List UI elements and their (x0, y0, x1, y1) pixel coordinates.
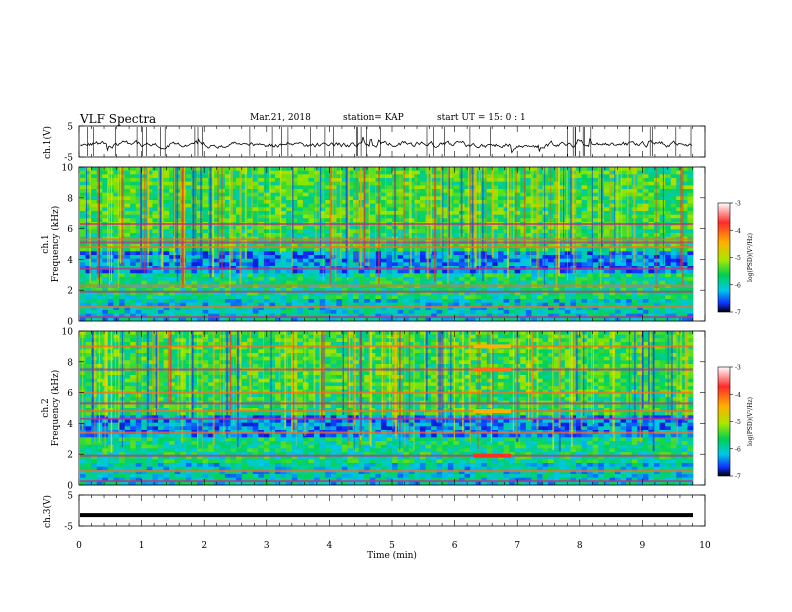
x-tick-label: 8 (577, 541, 583, 551)
band-line (80, 306, 693, 309)
y-tick-label: 6 (67, 225, 73, 235)
band-line (80, 431, 693, 434)
x-tick-label: 7 (514, 541, 520, 551)
chart-title: VLF Spectra (80, 112, 157, 126)
colorbar-tick-label: -3 (735, 201, 741, 208)
colorbar-ch1-spectrogram (717, 202, 731, 313)
x-tick-label: 3 (264, 541, 270, 551)
ch1-waveform-line (80, 136, 693, 154)
y-axis-label-frequency: Frequency (kHz) (50, 206, 61, 283)
colorbar-tick-label: -7 (735, 474, 741, 481)
band-line (80, 238, 693, 241)
y-tick-label: 0 (67, 482, 73, 492)
band-line (80, 368, 693, 371)
event-band (473, 344, 511, 349)
colorbar-label: log(PSD)(V²/Hz) (747, 233, 754, 282)
x-tick-label: 0 (76, 541, 82, 551)
y-tick-label: 4 (67, 256, 73, 266)
y-tick-label: -5 (64, 154, 73, 164)
x-tick-label: 4 (327, 541, 333, 551)
y-tick-label: 2 (67, 451, 73, 461)
spectrogram-ch2 (80, 331, 694, 486)
y-axis-label: ch.1(V) (42, 126, 53, 159)
band-line (80, 246, 693, 249)
x-tick-label: 5 (389, 541, 395, 551)
band-line (80, 480, 693, 483)
band-line (80, 290, 693, 293)
y-tick-label: 4 (67, 420, 73, 430)
colorbar-tick-label: -5 (735, 419, 741, 426)
colorbar-tick-label: -6 (735, 282, 741, 289)
band-line (80, 410, 693, 413)
y-tick-label: -5 (64, 523, 73, 533)
date-label: Mar.21, 2018 (250, 113, 311, 123)
colorbar-tick-label: -7 (735, 310, 741, 317)
spectrogram-ch1 (80, 167, 694, 322)
band-line (80, 223, 693, 225)
band-line (80, 345, 693, 348)
y-axis-label-channel: ch.1 (41, 234, 51, 253)
colorbar-ch2-spectrogram (717, 366, 731, 477)
y-tick-label: 10 (62, 164, 74, 174)
band-line (80, 417, 693, 420)
start-time-label: start UT = 15: 0 : 1 (437, 113, 526, 123)
y-tick-label: 10 (62, 328, 74, 338)
band-line (80, 284, 693, 287)
band-line (80, 316, 693, 319)
x-tick-label: 9 (640, 541, 646, 551)
y-tick-label: 0 (67, 318, 73, 328)
event-band (473, 409, 511, 414)
x-tick-label: 2 (201, 541, 207, 551)
y-axis-label: ch.3(V) (42, 495, 53, 528)
x-tick-label: 1 (139, 541, 145, 551)
y-tick-label: 5 (67, 123, 73, 133)
y-tick-label: 2 (67, 287, 73, 297)
band-line (80, 454, 693, 457)
colorbar-label: log(PSD)(V²/Hz) (747, 397, 754, 446)
y-axis-label-frequency: Frequency (kHz) (50, 370, 61, 447)
y-axis-label-channel: ch.2 (41, 398, 51, 417)
x-tick-label: 10 (699, 541, 711, 551)
x-axis-label: Time (min) (367, 550, 417, 561)
y-tick-label: 5 (67, 492, 73, 502)
event-band (473, 453, 511, 458)
y-tick-label: 8 (67, 358, 73, 368)
station-label: station= KAP (343, 113, 404, 123)
y-tick-label: 8 (67, 194, 73, 204)
colorbar-tick-label: -6 (735, 446, 741, 453)
event-band (473, 367, 511, 372)
colorbar-tick-label: -4 (735, 228, 741, 235)
band-line (80, 470, 693, 473)
ch3-waveform-line (80, 513, 693, 518)
band-line (80, 402, 693, 405)
band-line (80, 241, 693, 244)
colorbar-tick-label: -4 (735, 392, 741, 399)
colorbar-tick-label: -3 (735, 365, 741, 372)
band-line (80, 391, 693, 394)
x-tick-label: 6 (452, 541, 458, 551)
band-line (80, 267, 693, 270)
y-tick-label: 6 (67, 389, 73, 399)
colorbar-tick-label: -5 (735, 255, 741, 262)
